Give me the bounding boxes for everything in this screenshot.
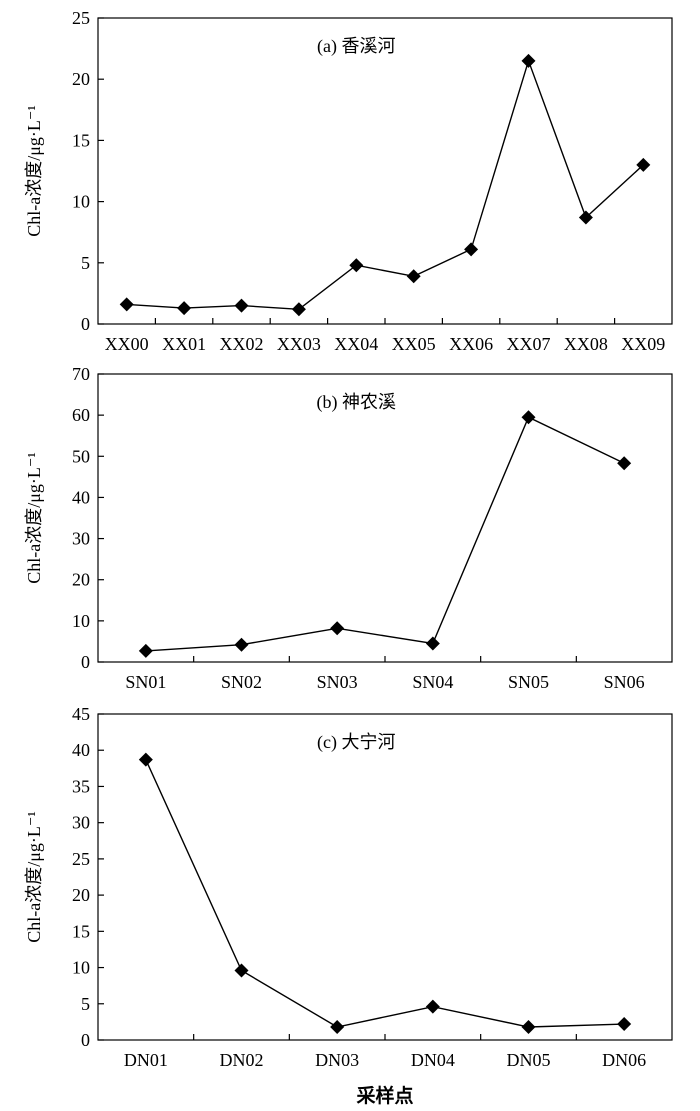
chart-panels: 0 5 10 15 20 25 XX00 XX01 XX02 XX03 XX04 XX05 XX06 XX…: [24, 8, 673, 1070]
series-line: [126, 58, 644, 311]
y-tick-label: 20: [72, 69, 90, 89]
y-tick-label: 0: [81, 1030, 90, 1050]
x-tick-label: XX09: [621, 334, 665, 354]
data-point: [119, 297, 134, 312]
y-tick-label: 30: [72, 813, 90, 833]
data-point: [330, 621, 345, 636]
x-tick-label: SN02: [221, 672, 262, 692]
data-point: [425, 999, 440, 1014]
x-tick-label: XX00: [105, 334, 149, 354]
x-tick-label: XX03: [277, 334, 321, 354]
x-tick-label: SN05: [508, 672, 549, 692]
x-tick-label: DN04: [411, 1050, 455, 1070]
y-tick-label: 0: [81, 652, 90, 672]
y-tick-label: 15: [72, 130, 90, 150]
data-point: [578, 210, 593, 225]
data-point: [521, 53, 536, 68]
x-tick-label: XX06: [449, 334, 493, 354]
y-axis-label: Chl-a浓度/μg·L⁻¹: [24, 452, 44, 584]
y-tick-label: 20: [72, 885, 90, 905]
x-tick-label: XX08: [564, 334, 608, 354]
data-point: [177, 301, 192, 316]
data-point: [464, 242, 479, 257]
x-tick-label: DN01: [124, 1050, 168, 1070]
series-line: [145, 759, 625, 1028]
y-tick-label: 15: [72, 921, 90, 941]
x-tick-label: DN02: [220, 1050, 264, 1070]
x-tick-label: SN04: [412, 672, 453, 692]
y-tick-label: 10: [72, 611, 90, 631]
y-tick-label: 20: [72, 570, 90, 590]
y-tick-label: 25: [72, 849, 90, 869]
y-tick-label: 45: [72, 704, 90, 724]
data-point: [349, 258, 364, 273]
data-point: [406, 269, 421, 284]
panel-title: (c) 大宁河: [317, 732, 395, 753]
x-tick-label: DN06: [602, 1050, 646, 1070]
chart-panel-1: 0 5 10 15 20 25 XX00 XX01 XX02 XX03 XX04 XX05 XX06 XX…: [24, 8, 673, 354]
x-tick-label: XX05: [392, 334, 436, 354]
y-tick-label: 30: [72, 529, 90, 549]
data-point: [138, 643, 153, 658]
series-line: [145, 416, 625, 652]
y-tick-label: 50: [72, 446, 90, 466]
y-axis-label: Chl-a浓度/μg·L⁻¹: [24, 105, 44, 237]
y-tick-label: 10: [72, 958, 90, 978]
x-tick-label: SN06: [604, 672, 645, 692]
y-axis-label: Chl-a浓度/μg·L⁻¹: [24, 811, 44, 943]
data-point: [234, 963, 249, 978]
y-tick-label: 0: [81, 314, 90, 334]
data-point: [291, 302, 306, 317]
data-point: [234, 298, 249, 313]
x-tick-label: DN03: [315, 1050, 359, 1070]
y-tick-label: 60: [72, 405, 90, 425]
y-tick-label: 10: [72, 192, 90, 212]
figure-x-axis-label: 采样点: [356, 1084, 413, 1107]
x-tick-label: XX04: [334, 334, 378, 354]
data-point: [425, 636, 440, 651]
x-tick-label: DN05: [507, 1050, 551, 1070]
panel-title: (b) 神农溪: [317, 392, 397, 413]
data-point: [636, 157, 651, 172]
data-point: [617, 1017, 632, 1032]
data-point: [138, 752, 153, 767]
y-tick-label: 70: [72, 364, 90, 384]
y-tick-label: 5: [81, 994, 90, 1014]
data-point: [521, 410, 536, 425]
data-point: [521, 1019, 536, 1034]
data-point: [617, 456, 632, 471]
y-tick-label: 35: [72, 776, 90, 796]
data-point: [234, 637, 249, 652]
data-point: [330, 1019, 345, 1034]
x-tick-label: XX07: [507, 334, 551, 354]
chart-panel-3: 0 5 10 15 20 25 30 35 40 45 DN01 DN02 DN03 DN04 DN05 DN…: [24, 704, 673, 1070]
panel-title: (a) 香溪河: [317, 36, 395, 57]
x-tick-label: SN03: [317, 672, 358, 692]
y-tick-label: 40: [72, 740, 90, 760]
chart-panel-2: 0 10 20 30 40 50 60 70 SN01 SN02 SN03 SN04 SN05 SN06 C…: [24, 364, 673, 692]
x-tick-label: XX02: [220, 334, 264, 354]
y-tick-label: 25: [72, 8, 90, 28]
y-tick-label: 40: [72, 487, 90, 507]
x-tick-label: XX01: [162, 334, 206, 354]
x-tick-label: SN01: [125, 672, 166, 692]
y-tick-label: 5: [81, 253, 90, 273]
